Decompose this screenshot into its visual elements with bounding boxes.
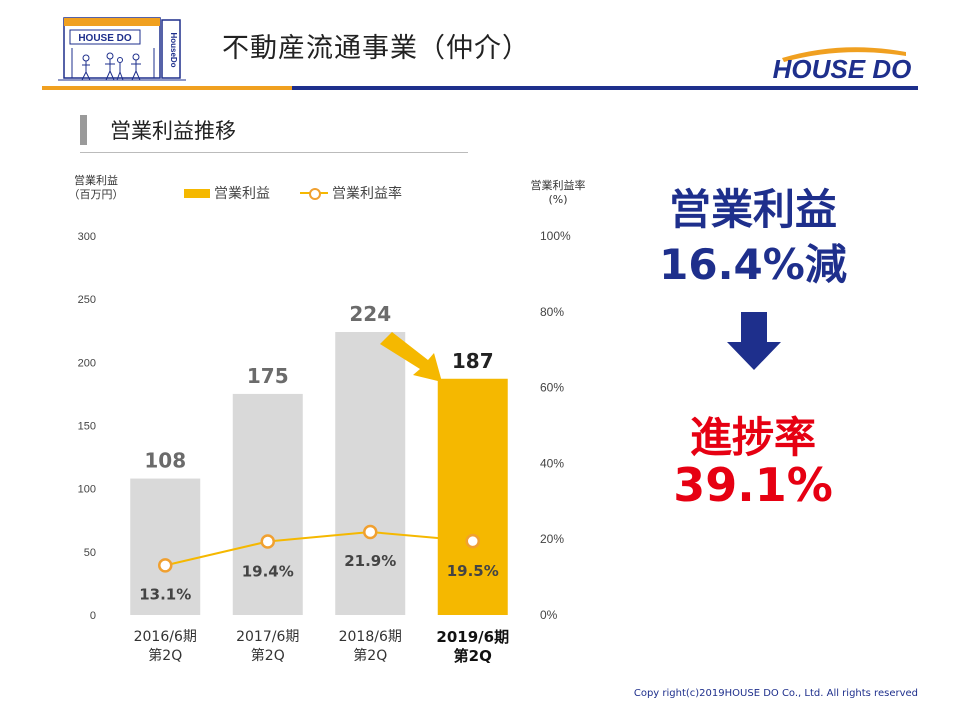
bar: [335, 332, 406, 615]
y2-tick-label: 80%: [540, 305, 564, 319]
y-tick-label: 150: [78, 421, 96, 433]
line-point: [158, 558, 173, 573]
left-axis-header: 営業利益 （百万円）: [68, 174, 124, 201]
slide-header: HOUSE DO HouseDo 不動産流通事業（仲介） HOUSE DO: [0, 0, 960, 92]
line-value-label: 21.9%: [344, 552, 396, 570]
line-value-label: 19.5%: [447, 562, 499, 580]
header-rule-orange: [42, 86, 292, 90]
storefront-logo-text: HOUSE DO: [78, 33, 132, 44]
y2-tick-label: 0%: [540, 608, 558, 622]
bar: [232, 393, 303, 615]
summary-heading: 営業利益: [668, 185, 837, 234]
legend-bar-label: 営業利益: [214, 186, 270, 202]
chart-legend: 営業利益 営業利益率: [184, 183, 402, 203]
line-point: [465, 533, 480, 549]
section-title: 営業利益推移: [110, 119, 236, 143]
summary-progress-value: 39.1%: [673, 458, 833, 512]
housedo-logo: HOUSE DO: [773, 47, 912, 80]
page-title: 不動産流通事業（仲介）: [222, 33, 530, 64]
line-point: [363, 524, 378, 540]
legend-line-label: 営業利益率: [332, 186, 402, 202]
bar-value-label: 108: [144, 449, 186, 473]
y2-tick-label: 40%: [540, 456, 564, 470]
y2-tick-label: 20%: [540, 532, 564, 546]
y-tick-label: 50: [84, 547, 96, 559]
y-tick-label: 250: [78, 294, 96, 306]
section-marker: [80, 115, 87, 145]
y2-tick-label: 100%: [540, 229, 571, 243]
x-tick-label: 2016/6期 第2Q: [133, 629, 197, 664]
storefront-illustration: HOUSE DO HouseDo: [58, 17, 186, 81]
storefront-sign-text: HouseDo: [169, 32, 178, 67]
summary-decline: 16.4%減: [659, 240, 847, 289]
line-point: [260, 534, 275, 549]
y-tick-label: 200: [78, 357, 96, 369]
brand-logo-text: HOUSE DO: [773, 54, 912, 80]
bar: [130, 478, 201, 615]
trend-arrow-icon: [380, 332, 442, 382]
y-tick-label: 0: [90, 610, 96, 622]
y-tick-label: 300: [78, 231, 96, 243]
legend-line-swatch: [300, 186, 328, 200]
header-rule-navy: [292, 86, 918, 90]
x-tick-label: 2019/6期 第2Q: [436, 628, 510, 665]
x-tick-label: 2017/6期 第2Q: [236, 629, 300, 664]
right-axis-header: 営業利益率 (%): [530, 179, 586, 206]
margin-line: [165, 530, 473, 567]
y2-tick-label: 60%: [540, 381, 564, 395]
copyright: Copy right(c)2019HOUSE DO Co., Ltd. All …: [633, 688, 918, 699]
y-tick-label: 100: [78, 484, 96, 496]
line-value-label: 13.1%: [139, 585, 191, 603]
legend-bar-swatch: [184, 188, 210, 198]
bar-value-label: 187: [452, 349, 494, 373]
bar-value-label: 175: [247, 364, 289, 388]
summary-progress-label: 進捗率: [689, 413, 816, 462]
x-tick-label: 2018/6期 第2Q: [338, 629, 402, 664]
down-arrow-icon: [727, 312, 781, 370]
bar-value-label: 224: [349, 302, 391, 326]
line-value-label: 19.4%: [242, 562, 294, 580]
bar: [437, 378, 508, 615]
section-divider: [80, 152, 468, 153]
